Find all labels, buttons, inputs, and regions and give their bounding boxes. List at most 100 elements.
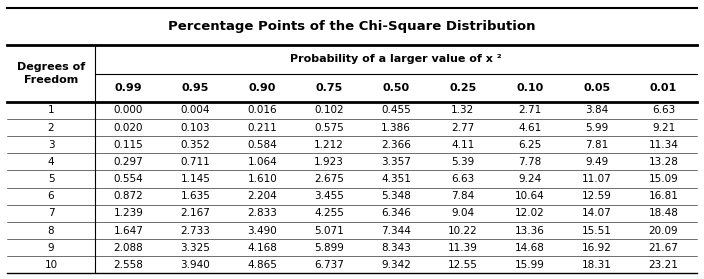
Text: 2.733: 2.733 — [180, 225, 210, 235]
Text: 8.343: 8.343 — [381, 243, 411, 253]
Text: 0.103: 0.103 — [180, 122, 210, 133]
Text: 4.351: 4.351 — [381, 174, 411, 184]
Text: 6.737: 6.737 — [314, 260, 344, 270]
Text: 6: 6 — [48, 191, 54, 201]
Text: 1.064: 1.064 — [247, 157, 277, 167]
Text: 0.90: 0.90 — [249, 83, 276, 93]
Text: 9.49: 9.49 — [585, 157, 608, 167]
Text: 4.61: 4.61 — [518, 122, 541, 133]
Text: 0.000: 0.000 — [114, 105, 143, 116]
Text: 1.32: 1.32 — [451, 105, 474, 116]
Text: 2.558: 2.558 — [113, 260, 144, 270]
Text: 14.07: 14.07 — [582, 208, 612, 218]
Text: 3: 3 — [48, 140, 54, 150]
Text: 3.490: 3.490 — [247, 225, 277, 235]
Text: 8: 8 — [48, 225, 54, 235]
Text: 0.01: 0.01 — [650, 83, 677, 93]
Text: 12.02: 12.02 — [515, 208, 545, 218]
Text: 0.115: 0.115 — [113, 140, 144, 150]
Text: 0.95: 0.95 — [182, 83, 209, 93]
Text: 0.75: 0.75 — [315, 83, 343, 93]
Text: 0.872: 0.872 — [113, 191, 144, 201]
Text: 0.575: 0.575 — [314, 122, 344, 133]
Text: 0.016: 0.016 — [247, 105, 277, 116]
Text: 0.020: 0.020 — [114, 122, 143, 133]
Text: 10.22: 10.22 — [448, 225, 478, 235]
Text: 2: 2 — [48, 122, 54, 133]
Text: 7.84: 7.84 — [451, 191, 474, 201]
Text: 0.352: 0.352 — [180, 140, 210, 150]
Text: 0.455: 0.455 — [381, 105, 411, 116]
Text: 3.357: 3.357 — [381, 157, 411, 167]
Text: 4.168: 4.168 — [247, 243, 277, 253]
Text: 3.84: 3.84 — [585, 105, 608, 116]
Text: 1.386: 1.386 — [381, 122, 411, 133]
Text: 3.940: 3.940 — [180, 260, 210, 270]
Text: 12.55: 12.55 — [448, 260, 478, 270]
Text: 0.05: 0.05 — [583, 83, 610, 93]
Text: 15.99: 15.99 — [515, 260, 545, 270]
Text: 9.24: 9.24 — [518, 174, 541, 184]
Text: 7.81: 7.81 — [585, 140, 608, 150]
Text: 1.145: 1.145 — [180, 174, 210, 184]
Text: 18.31: 18.31 — [582, 260, 612, 270]
Text: 7.344: 7.344 — [381, 225, 411, 235]
Text: 1.239: 1.239 — [113, 208, 144, 218]
Text: 6.346: 6.346 — [381, 208, 411, 218]
Text: 0.211: 0.211 — [247, 122, 277, 133]
Text: 0.25: 0.25 — [449, 83, 477, 93]
Text: Degrees of
Freedom: Degrees of Freedom — [17, 62, 85, 85]
Text: 2.204: 2.204 — [247, 191, 277, 201]
Text: 5.348: 5.348 — [381, 191, 411, 201]
Text: 2.088: 2.088 — [113, 243, 144, 253]
Text: 0.50: 0.50 — [382, 83, 410, 93]
Text: 4.11: 4.11 — [451, 140, 474, 150]
Text: 18.48: 18.48 — [648, 208, 679, 218]
Text: 12.59: 12.59 — [582, 191, 612, 201]
Text: 7.78: 7.78 — [518, 157, 541, 167]
Text: 9: 9 — [48, 243, 54, 253]
Text: 13.28: 13.28 — [648, 157, 679, 167]
Text: 3.455: 3.455 — [314, 191, 344, 201]
Text: Probability of a larger value of x ²: Probability of a larger value of x ² — [290, 54, 502, 64]
Text: 0.99: 0.99 — [115, 83, 142, 93]
Text: 5.899: 5.899 — [314, 243, 344, 253]
Text: 9.342: 9.342 — [381, 260, 411, 270]
Text: 7: 7 — [48, 208, 54, 218]
Text: 5.071: 5.071 — [314, 225, 344, 235]
Text: 13.36: 13.36 — [515, 225, 545, 235]
Text: 0.10: 0.10 — [516, 83, 543, 93]
Text: 1.212: 1.212 — [314, 140, 344, 150]
Text: 11.34: 11.34 — [648, 140, 679, 150]
Text: 16.81: 16.81 — [648, 191, 679, 201]
Text: 1.610: 1.610 — [247, 174, 277, 184]
Text: 6.63: 6.63 — [451, 174, 474, 184]
Text: 5.39: 5.39 — [451, 157, 474, 167]
Text: 9.21: 9.21 — [652, 122, 675, 133]
Text: 2.833: 2.833 — [247, 208, 277, 218]
Text: 11.07: 11.07 — [582, 174, 612, 184]
Text: 23.21: 23.21 — [648, 260, 679, 270]
Text: Percentage Points of the Chi-Square Distribution: Percentage Points of the Chi-Square Dist… — [168, 20, 536, 33]
Text: 16.92: 16.92 — [582, 243, 612, 253]
Text: 0.102: 0.102 — [314, 105, 344, 116]
Text: 2.71: 2.71 — [518, 105, 541, 116]
Text: 5.99: 5.99 — [585, 122, 608, 133]
Text: 6.25: 6.25 — [518, 140, 541, 150]
Text: 2.366: 2.366 — [381, 140, 411, 150]
Text: 0.711: 0.711 — [180, 157, 210, 167]
Text: 4: 4 — [48, 157, 54, 167]
Text: 4.865: 4.865 — [247, 260, 277, 270]
Text: 10: 10 — [44, 260, 58, 270]
Text: 3.325: 3.325 — [180, 243, 210, 253]
Text: 1.647: 1.647 — [113, 225, 144, 235]
Text: 0.004: 0.004 — [181, 105, 210, 116]
Text: 0.584: 0.584 — [247, 140, 277, 150]
Text: 15.51: 15.51 — [582, 225, 612, 235]
Text: 0.297: 0.297 — [113, 157, 144, 167]
Text: 2.167: 2.167 — [180, 208, 210, 218]
Text: 0.554: 0.554 — [113, 174, 144, 184]
Text: 14.68: 14.68 — [515, 243, 545, 253]
Text: 1: 1 — [48, 105, 54, 116]
Text: 4.255: 4.255 — [314, 208, 344, 218]
